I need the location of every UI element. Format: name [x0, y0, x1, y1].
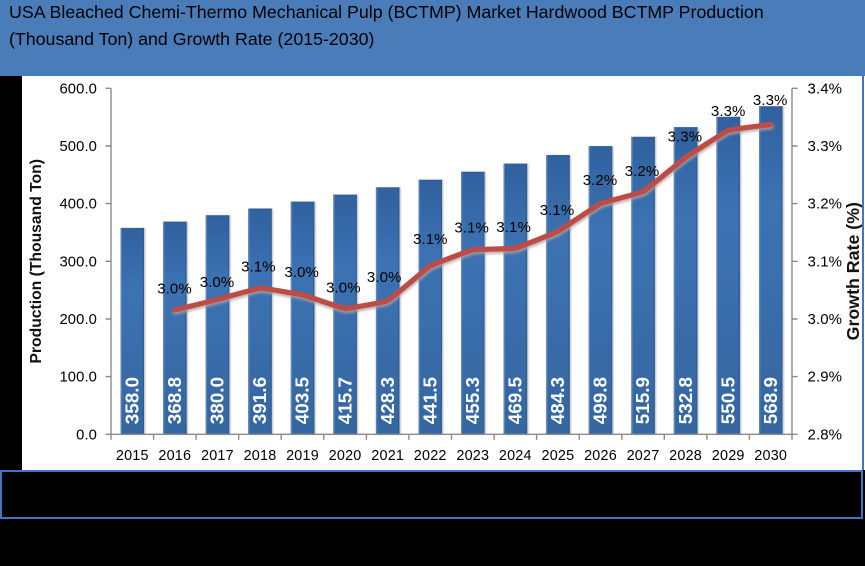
svg-text:3.2%: 3.2%: [583, 172, 618, 189]
svg-text:3.4%: 3.4%: [808, 80, 843, 97]
svg-text:3.0%: 3.0%: [808, 311, 843, 328]
svg-text:200.0: 200.0: [59, 312, 97, 328]
svg-text:428.3: 428.3: [378, 377, 399, 424]
svg-text:2020: 2020: [329, 448, 362, 464]
svg-text:3.0%: 3.0%: [367, 269, 402, 286]
svg-text:368.8: 368.8: [165, 377, 186, 424]
svg-text:300.0: 300.0: [59, 254, 97, 270]
svg-text:499.8: 499.8: [591, 377, 612, 424]
svg-text:2016: 2016: [158, 448, 191, 464]
svg-text:532.8: 532.8: [676, 377, 697, 424]
svg-text:3.3%: 3.3%: [753, 92, 788, 109]
svg-text:2022: 2022: [414, 448, 447, 464]
svg-text:2018: 2018: [244, 448, 277, 464]
svg-text:0.0: 0.0: [76, 427, 97, 443]
svg-text:3.0%: 3.0%: [157, 280, 192, 297]
svg-text:3.0%: 3.0%: [326, 280, 361, 297]
svg-text:2029: 2029: [712, 448, 745, 464]
svg-text:568.9: 568.9: [761, 377, 782, 424]
svg-text:441.5: 441.5: [420, 377, 441, 424]
svg-text:3.3%: 3.3%: [711, 103, 746, 120]
svg-text:3.3%: 3.3%: [668, 128, 703, 145]
svg-text:3.1%: 3.1%: [808, 253, 843, 270]
svg-text:3.1%: 3.1%: [454, 220, 489, 237]
svg-text:2017: 2017: [201, 448, 234, 464]
svg-text:2028: 2028: [669, 448, 702, 464]
svg-text:3.1%: 3.1%: [413, 231, 448, 248]
svg-text:515.9: 515.9: [633, 377, 654, 424]
svg-text:2030: 2030: [754, 448, 787, 464]
svg-text:2027: 2027: [627, 448, 660, 464]
svg-text:600.0: 600.0: [59, 81, 97, 97]
svg-text:Growth Rate (%): Growth Rate (%): [843, 202, 863, 340]
svg-text:400.0: 400.0: [59, 197, 97, 213]
svg-text:2.9%: 2.9%: [808, 369, 843, 386]
svg-text:3.1%: 3.1%: [496, 219, 531, 236]
svg-text:380.0: 380.0: [208, 377, 229, 424]
svg-text:2019: 2019: [286, 448, 319, 464]
svg-text:3.1%: 3.1%: [241, 259, 276, 276]
svg-text:403.5: 403.5: [293, 377, 314, 424]
svg-text:3.1%: 3.1%: [540, 202, 575, 219]
svg-text:2021: 2021: [371, 448, 404, 464]
svg-text:469.5: 469.5: [506, 377, 527, 424]
svg-text:3.0%: 3.0%: [200, 274, 235, 291]
svg-text:2015: 2015: [116, 448, 149, 464]
svg-text:3.2%: 3.2%: [808, 196, 843, 213]
svg-text:2024: 2024: [499, 448, 532, 464]
svg-text:415.7: 415.7: [335, 377, 356, 424]
svg-text:500.0: 500.0: [59, 139, 97, 155]
svg-text:100.0: 100.0: [59, 370, 97, 386]
svg-text:484.3: 484.3: [548, 377, 569, 424]
svg-text:3.2%: 3.2%: [625, 163, 660, 180]
svg-text:Production (Thousand Ton): Production (Thousand Ton): [28, 159, 45, 363]
svg-text:3.3%: 3.3%: [808, 138, 843, 155]
svg-text:2.8%: 2.8%: [808, 426, 843, 443]
svg-text:2025: 2025: [541, 448, 574, 464]
svg-text:455.3: 455.3: [463, 377, 484, 424]
svg-text:3.0%: 3.0%: [284, 264, 319, 281]
svg-text:2026: 2026: [584, 448, 617, 464]
svg-text:550.5: 550.5: [718, 377, 739, 424]
svg-text:391.6: 391.6: [250, 377, 271, 424]
svg-text:2023: 2023: [456, 448, 489, 464]
svg-text:358.0: 358.0: [123, 377, 144, 424]
